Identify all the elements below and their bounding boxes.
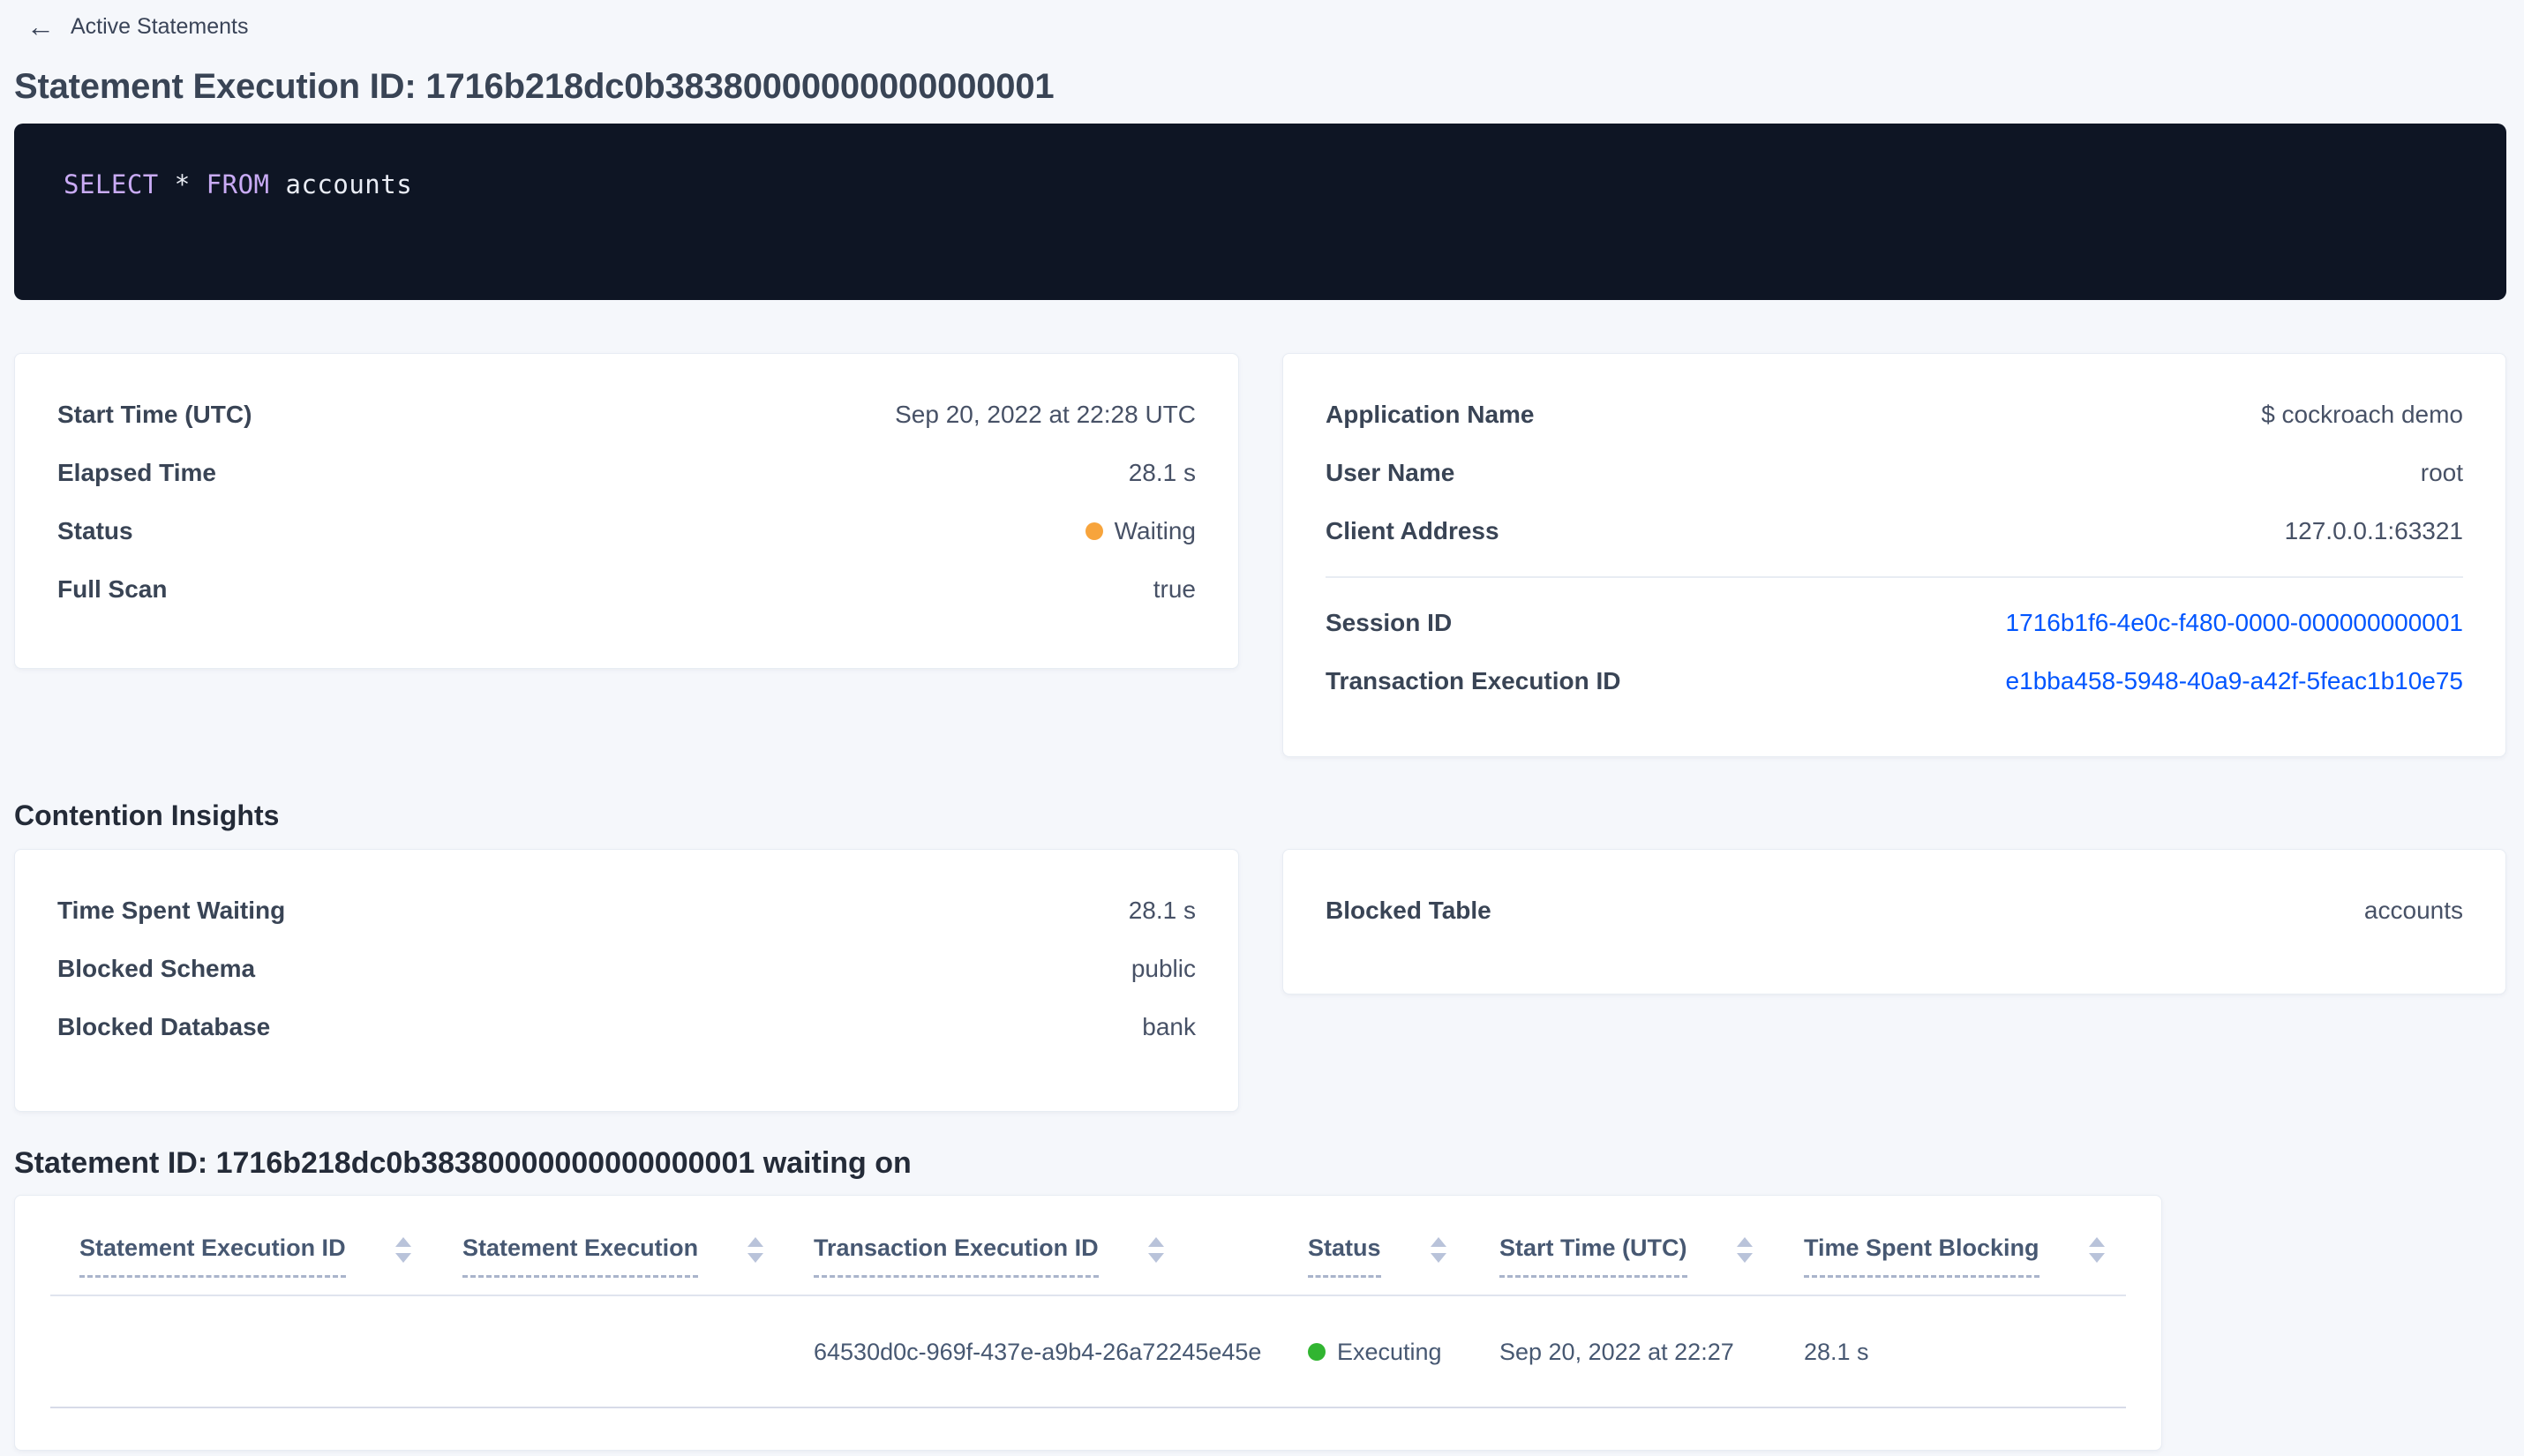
cell-status: Executing — [1308, 1295, 1499, 1408]
elapsed-time-value: 28.1 s — [1128, 459, 1196, 486]
waiting-on-table-card: Statement Execution ID Statement Executi… — [14, 1195, 2162, 1451]
transaction-execution-id-label: Transaction Execution ID — [1326, 667, 1621, 694]
card-divider — [1326, 576, 2463, 578]
table-row: 64530d0c-969f-437e-a9b4-26a72245e45e Exe… — [50, 1295, 2126, 1408]
time-spent-waiting-row: Time Spent Waiting 28.1 s — [57, 882, 1196, 940]
time-spent-waiting-label: Time Spent Waiting — [57, 897, 286, 924]
sql-query-text: SELECT * FROM accounts — [64, 169, 2457, 199]
transaction-execution-id-row: Transaction Execution ID e1bba458-5948-4… — [1326, 652, 2463, 710]
column-header-start-time[interactable]: Start Time (UTC) — [1499, 1196, 1804, 1296]
sql-star: * — [174, 169, 191, 199]
cell-statement-execution — [462, 1295, 814, 1408]
contention-section: Time Spent Waiting 28.1 s Blocked Schema… — [14, 849, 2506, 1112]
sql-object-name: accounts — [285, 169, 413, 199]
blocked-schema-label: Blocked Schema — [57, 955, 256, 982]
session-details-card: Application Name $ cockroach demo User N… — [1282, 353, 2506, 757]
blocked-table-card: Blocked Table accounts — [1282, 849, 2506, 994]
column-header-time-spent-blocking[interactable]: Time Spent Blocking — [1804, 1196, 2126, 1296]
blocked-database-row: Blocked Database bank — [57, 998, 1196, 1056]
application-name-label: Application Name — [1326, 401, 1535, 428]
breadcrumb-back-link[interactable]: ← Active Statements — [26, 11, 248, 42]
transaction-execution-id-link[interactable]: e1bba458-5948-40a9-a42f-5feac1b10e75 — [2005, 667, 2463, 694]
full-scan-value: true — [1153, 575, 1196, 603]
waiting-on-heading: Statement ID: 1716b218dc0b38380000000000… — [14, 1146, 912, 1180]
blocked-schema-row: Blocked Schema public — [57, 940, 1196, 998]
elapsed-time-row: Elapsed Time 28.1 s — [57, 444, 1196, 502]
full-scan-label: Full Scan — [57, 575, 168, 603]
blocked-table-value: accounts — [2363, 897, 2463, 924]
cell-start-time: Sep 20, 2022 at 22:27 — [1499, 1295, 1804, 1408]
sort-icon[interactable] — [1147, 1237, 1164, 1263]
column-header-statement-execution[interactable]: Statement Execution — [462, 1196, 814, 1296]
session-id-link[interactable]: 1716b1f6-4e0c-f480-0000-000000000001 — [2005, 609, 2463, 636]
start-time-value: Sep 20, 2022 at 22:28 UTC — [895, 401, 1196, 428]
user-name-label: User Name — [1326, 459, 1455, 486]
column-header-statement-execution-id[interactable]: Statement Execution ID — [50, 1196, 462, 1296]
user-name-value: root — [2420, 459, 2463, 486]
status-value: Waiting — [1085, 517, 1196, 545]
application-name-value: $ cockroach demo — [2261, 401, 2463, 428]
session-id-label: Session ID — [1326, 609, 1453, 636]
sort-icon[interactable] — [2088, 1237, 2105, 1263]
column-header-transaction-execution-id[interactable]: Transaction Execution ID — [814, 1196, 1308, 1296]
status-executing-text: Executing — [1337, 1339, 1442, 1365]
sort-icon[interactable] — [1430, 1237, 1446, 1263]
sort-icon[interactable] — [394, 1237, 411, 1263]
column-label: Statement Execution ID — [79, 1235, 346, 1278]
status-executing-dot-icon — [1308, 1343, 1326, 1361]
sql-keyword-from: FROM — [206, 169, 270, 199]
column-label: Transaction Execution ID — [814, 1235, 1099, 1278]
blocked-table-row: Blocked Table accounts — [1326, 882, 2463, 940]
sort-icon[interactable] — [747, 1237, 764, 1263]
start-time-label: Start Time (UTC) — [57, 401, 252, 428]
status-row: Status Waiting — [57, 502, 1196, 560]
back-arrow-icon: ← — [26, 11, 55, 42]
time-spent-waiting-value: 28.1 s — [1128, 897, 1196, 924]
session-id-row: Session ID 1716b1f6-4e0c-f480-0000-00000… — [1326, 594, 2463, 652]
status-label: Status — [57, 517, 133, 544]
table-header-row: Statement Execution ID Statement Executi… — [50, 1196, 2126, 1296]
sort-icon[interactable] — [1736, 1237, 1753, 1263]
blocked-database-value: bank — [1142, 1013, 1196, 1040]
column-label: Status — [1308, 1235, 1381, 1278]
column-label: Start Time (UTC) — [1499, 1235, 1687, 1278]
blocked-table-label: Blocked Table — [1326, 897, 1491, 924]
contention-details-card: Time Spent Waiting 28.1 s Blocked Schema… — [14, 849, 1239, 1112]
full-scan-row: Full Scan true — [57, 560, 1196, 619]
client-address-value: 127.0.0.1:63321 — [2284, 517, 2463, 544]
overview-section: Start Time (UTC) Sep 20, 2022 at 22:28 U… — [14, 353, 2506, 757]
cell-transaction-execution-id: 64530d0c-969f-437e-a9b4-26a72245e45e — [814, 1295, 1308, 1408]
waiting-on-table: Statement Execution ID Statement Executi… — [50, 1196, 2126, 1408]
blocked-database-label: Blocked Database — [57, 1013, 271, 1040]
contention-insights-heading: Contention Insights — [14, 799, 280, 831]
blocked-schema-value: public — [1131, 955, 1196, 982]
cell-statement-execution-id — [50, 1295, 462, 1408]
cell-time-spent-blocking: 28.1 s — [1804, 1295, 2126, 1408]
status-waiting-dot-icon — [1085, 522, 1103, 540]
start-time-row: Start Time (UTC) Sep 20, 2022 at 22:28 U… — [57, 386, 1196, 444]
user-name-row: User Name root — [1326, 444, 2463, 502]
status-waiting-text: Waiting — [1114, 517, 1196, 544]
client-address-row: Client Address 127.0.0.1:63321 — [1326, 502, 2463, 560]
breadcrumb-label: Active Statements — [71, 14, 249, 39]
elapsed-time-label: Elapsed Time — [57, 459, 217, 486]
sql-query-box: SELECT * FROM accounts — [14, 124, 2506, 300]
client-address-label: Client Address — [1326, 517, 1499, 544]
application-name-row: Application Name $ cockroach demo — [1326, 386, 2463, 444]
sql-keyword-select: SELECT — [64, 169, 159, 199]
execution-overview-card: Start Time (UTC) Sep 20, 2022 at 22:28 U… — [14, 353, 1239, 669]
column-label: Statement Execution — [462, 1235, 699, 1278]
column-header-status[interactable]: Status — [1308, 1196, 1499, 1296]
page-title: Statement Execution ID: 1716b218dc0b3838… — [14, 67, 1055, 106]
column-label: Time Spent Blocking — [1804, 1235, 2039, 1278]
